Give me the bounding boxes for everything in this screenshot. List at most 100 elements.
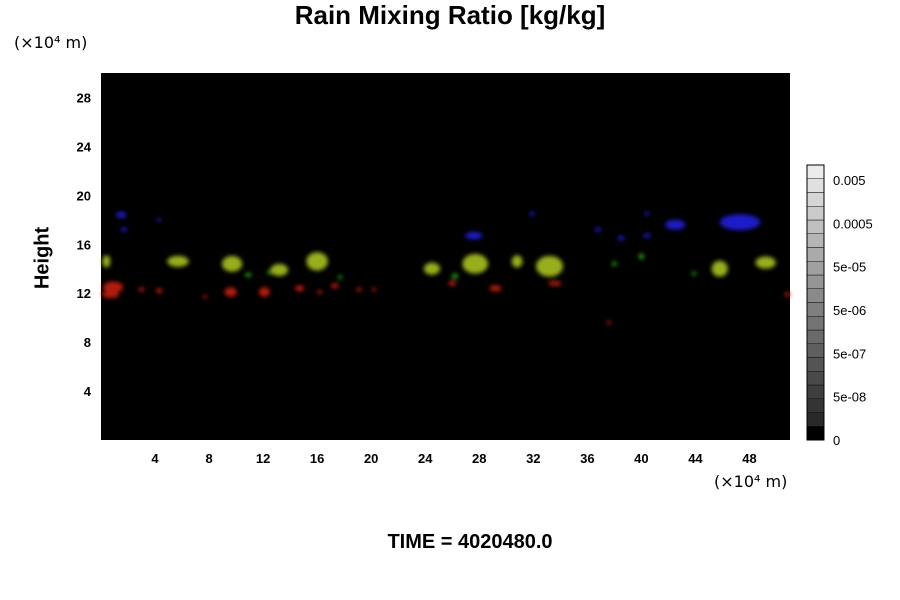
rain-feature-red (294, 285, 305, 292)
rain-feature-yellow_green (536, 255, 564, 277)
rain-feature-green (244, 272, 252, 277)
rain-feature-yellow_green (102, 255, 111, 268)
rain-feature-red (606, 320, 611, 325)
y-axis-ticks: 4 8 12 16 20 24 28 (77, 90, 92, 399)
colorbar-step (806, 274, 825, 289)
colorbar-step (806, 288, 825, 303)
x-tick-label: 48 (742, 451, 756, 466)
rain-feature-green (267, 270, 273, 275)
rain-feature-yellow_green (167, 255, 189, 267)
colorbar-step (806, 178, 825, 193)
colorbar-step (806, 357, 825, 372)
rain-feature-yellow_green (711, 260, 728, 277)
rain-feature-green (692, 271, 697, 276)
x-axis-unit: (×10⁴ m) (714, 472, 788, 491)
rain-feature-blue (595, 227, 601, 233)
colorbar-step (806, 371, 825, 386)
rain-feature-yellow_green (306, 252, 328, 271)
rain-feature-red (489, 285, 502, 292)
rain-feature-yellow_green (462, 254, 489, 274)
x-tick-label: 28 (472, 451, 486, 466)
rain-feature-blue (465, 232, 483, 240)
colorbar-step (806, 247, 825, 262)
x-tick-label: 24 (418, 451, 433, 466)
x-tick-label: 40 (634, 451, 648, 466)
rain-feature-yellow_green (755, 256, 776, 269)
rain-feature-green (611, 261, 618, 266)
colorbar-label: 5e-06 (833, 303, 866, 318)
x-tick-label: 20 (364, 451, 378, 466)
rain-feature-blue (644, 211, 649, 217)
colorbar-step (806, 426, 825, 441)
colorbar-step (806, 164, 825, 179)
colorbar-step (806, 384, 825, 399)
rain-feature-red (155, 288, 163, 294)
rain-feature-blue (719, 214, 761, 231)
colorbar-label: 5e-08 (833, 390, 866, 405)
colorbar-step (806, 316, 825, 331)
rain-feature-blue (529, 211, 535, 216)
rain-feature-red (259, 287, 270, 297)
x-tick-label: 44 (688, 451, 703, 466)
x-tick-label: 8 (205, 451, 212, 466)
y-tick-label: 24 (77, 139, 92, 154)
y-tick-label: 8 (84, 335, 91, 350)
plot-area (101, 73, 790, 440)
colorbar-step (806, 412, 825, 427)
rain-features (101, 211, 790, 325)
rain-feature-blue (617, 235, 625, 241)
rain-feature-red (356, 287, 362, 292)
colorbar-label: 5e-07 (833, 346, 866, 361)
x-tick-label: 36 (580, 451, 594, 466)
x-tick-label: 12 (256, 451, 270, 466)
rain-feature-green (451, 273, 459, 279)
rain-feature-red (548, 280, 562, 286)
rain-feature-blue (643, 233, 651, 239)
colorbar-label: 0.0005 (833, 216, 873, 231)
colorbar-step (806, 233, 825, 248)
rain-feature-red (103, 281, 124, 293)
y-tick-label: 12 (77, 286, 91, 301)
rain-feature-red (224, 287, 237, 297)
rain-feature-red (448, 280, 457, 286)
colorbar-step (806, 302, 825, 317)
colorbar-step (806, 343, 825, 358)
colorbar-step (806, 192, 825, 207)
rain-feature-red (101, 290, 120, 299)
x-axis-ticks: 4 8 12 16 20 24 28 32 36 40 44 48 (151, 451, 756, 466)
rain-feature-yellow_green (511, 255, 523, 268)
colorbar-label: 0.005 (833, 173, 866, 188)
rain-feature-blue (120, 227, 128, 232)
time-label: TIME = 4020480.0 (387, 531, 553, 553)
rain-feature-blue (115, 211, 127, 218)
x-tick-label: 4 (151, 451, 159, 466)
y-axis-unit: (×10⁴ m) (14, 33, 88, 52)
rain-feature-blue (665, 219, 686, 230)
colorbar-label: 0 (833, 433, 840, 448)
x-tick-label: 16 (310, 451, 324, 466)
colorbar-frame (806, 164, 825, 441)
colorbar-label: 5e-05 (833, 260, 866, 275)
rain-feature-red (202, 294, 208, 299)
colorbar: 0.005 0.0005 5e-05 5e-06 5e-07 5e-08 0 (806, 164, 873, 448)
y-tick-label: 28 (77, 90, 91, 105)
rain-feature-yellow_green (270, 263, 289, 277)
chart-title: Rain Mixing Ratio [kg/kg] (294, 0, 606, 30)
rain-feature-green (638, 253, 645, 260)
rain-feature-red (138, 287, 145, 292)
rain-feature-green (338, 275, 343, 280)
x-tick-label: 32 (526, 451, 540, 466)
rain-feature-red (330, 283, 339, 289)
y-tick-label: 16 (77, 237, 91, 252)
colorbar-step (806, 398, 825, 413)
rain-feature-red (371, 287, 376, 292)
rain-feature-blue (157, 217, 162, 222)
colorbar-step (806, 206, 825, 221)
rain-feature-red (784, 291, 790, 297)
rain-feature-red (317, 289, 323, 294)
rain-feature-yellow_green (221, 255, 243, 272)
y-tick-label: 20 (77, 188, 91, 203)
colorbar-step (806, 329, 825, 344)
colorbar-step (806, 219, 825, 234)
